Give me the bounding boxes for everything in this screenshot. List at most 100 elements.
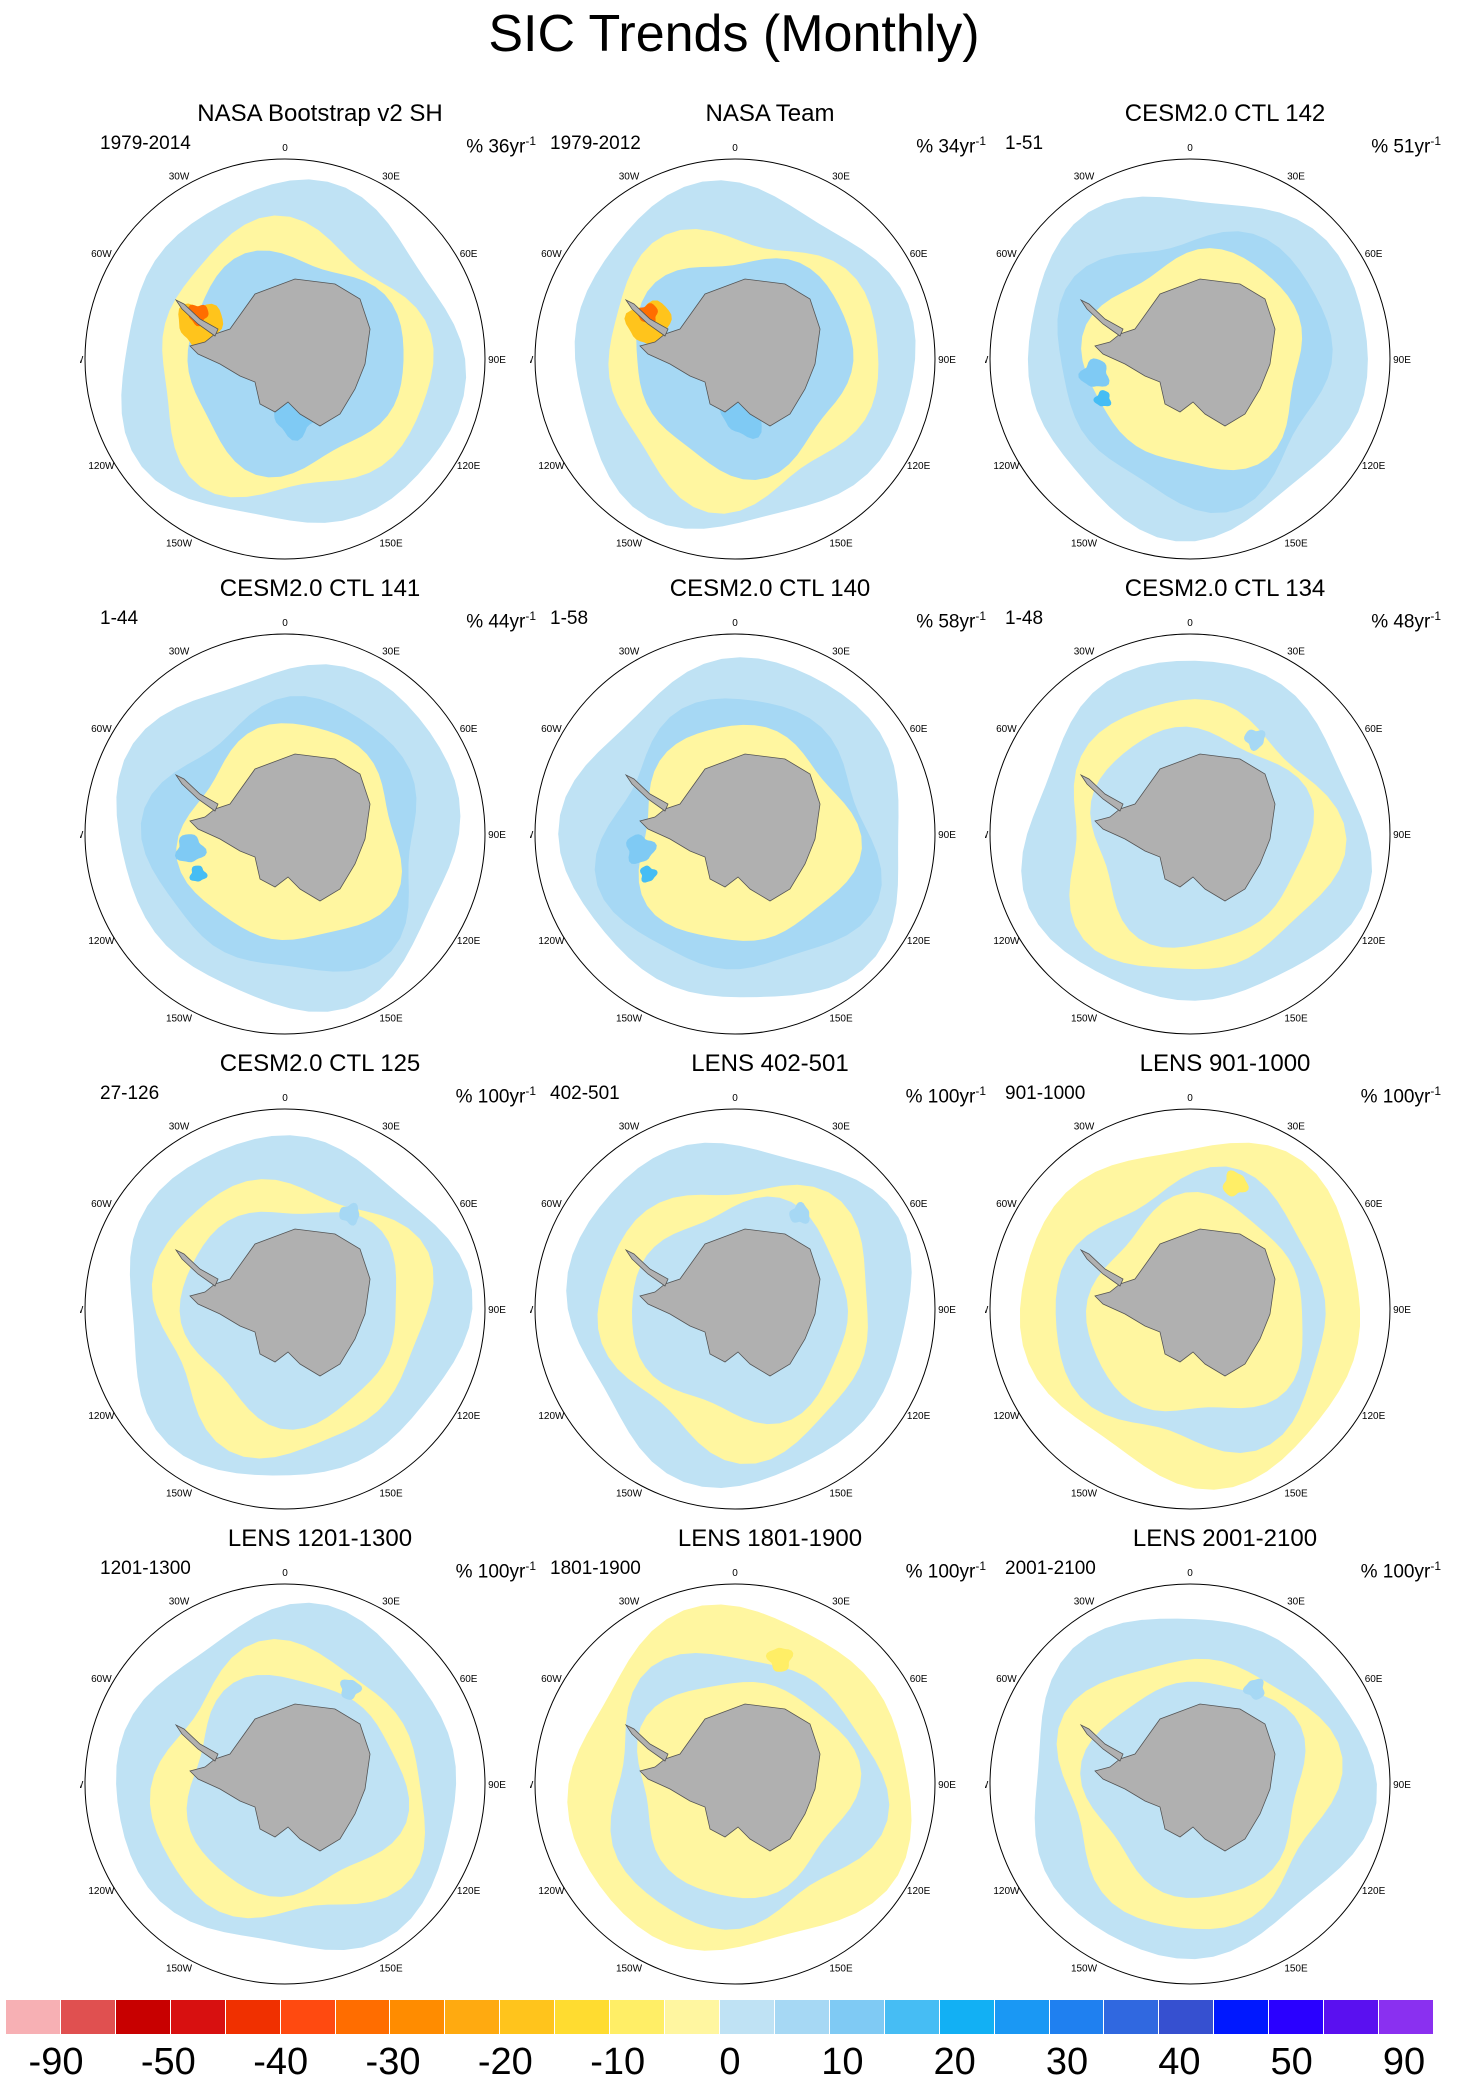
units-exponent: -1 <box>1430 1559 1441 1573</box>
colorbar-label: 20 <box>933 2041 976 2083</box>
figure-title: SIC Trends (Monthly) <box>488 5 980 63</box>
antarctic-peninsula <box>624 1723 669 1762</box>
sea-ice-field <box>1093 390 1112 407</box>
longitude-label: 90E <box>488 1780 506 1791</box>
south-america-landmass <box>994 1168 1028 1193</box>
longitude-label: 150E <box>1284 1014 1308 1025</box>
longitude-label: 0 <box>282 1093 288 1104</box>
map-boundary <box>84 633 486 1035</box>
longitude-label: 30E <box>832 646 850 657</box>
colorbar-box <box>1269 2000 1325 2034</box>
colorbar-box <box>829 2000 885 2034</box>
antarctic-peninsula <box>1079 1723 1124 1762</box>
colorbar-label: -30 <box>365 2041 421 2083</box>
panel-title: NASA Team <box>705 100 835 127</box>
antarctica-landmass <box>1094 753 1276 902</box>
panel-period: 1979-2014 <box>100 133 191 154</box>
colorbar-box <box>225 2000 281 2034</box>
colorbar-box <box>6 2000 61 2034</box>
colorbar-label: -20 <box>477 2041 533 2083</box>
longitude-label: 0 <box>1187 143 1193 154</box>
longitude-label: 120W <box>88 936 115 947</box>
units-text: % 51yr <box>1371 136 1431 158</box>
colorbar-box <box>335 2000 391 2034</box>
panel-period: 1-58 <box>550 608 589 629</box>
longitude-label: 150E <box>829 539 853 550</box>
units-text: % 100yr <box>1360 1561 1431 1583</box>
longitude-label: 90W <box>985 355 989 366</box>
longitude-label: 30E <box>1287 171 1305 182</box>
colorbar-box <box>390 2000 446 2034</box>
longitude-label: 150W <box>616 1964 643 1975</box>
longitude-label: 30E <box>382 646 400 657</box>
sea-ice-field <box>1078 358 1110 387</box>
longitude-label: 0 <box>282 143 288 154</box>
polar-map: 0 30E 60E 90E 120E 150E 180 150W 120W 90W 60W 30W <box>985 1568 1411 1993</box>
longitude-label: 150E <box>379 1014 403 1025</box>
longitude-label: 30E <box>1287 1596 1305 1607</box>
south-america-landmass <box>994 1643 1028 1668</box>
colorbar-box <box>170 2000 226 2034</box>
polar-map: 0 30E 60E 90E 120E 150E 180 150W 120W 90W 60W 30W <box>985 1093 1411 1518</box>
longitude-label: 60W <box>91 249 112 260</box>
longitude-label: 120E <box>457 1411 481 1422</box>
longitude-label: 90E <box>1393 1305 1411 1316</box>
sea-ice-field <box>1222 1170 1249 1197</box>
units-text: % 58yr <box>916 611 976 633</box>
longitude-label: 90E <box>1393 355 1411 366</box>
antarctica-landmass <box>1094 278 1276 427</box>
map-panel: CESM2.0 CTL 134 1-48 % 48yr-1 0 30E 60E 90E 120… <box>985 575 1465 1045</box>
sea-ice-field <box>789 1201 810 1224</box>
map-panel: CESM2.0 CTL 125 27-126 % 100yr-1 0 30E 60E 90E… <box>80 1050 560 1520</box>
sea-ice-field <box>188 304 209 327</box>
polar-map: 0 30E 60E 90E 120E 150E 180 150W 120W 90W 60W 30W <box>80 1568 506 1993</box>
panel-title: CESM2.0 CTL 134 <box>1124 575 1326 602</box>
units-text: % 100yr <box>905 1561 976 1583</box>
panel-period: 2001-2100 <box>1005 1558 1096 1579</box>
longitude-label: 120E <box>907 461 931 472</box>
units-exponent: -1 <box>1430 1084 1441 1098</box>
units-exponent: -1 <box>975 134 986 148</box>
sea-ice-field <box>636 303 658 326</box>
polar-map: 0 30E 60E 90E 120E 150E 180 150W 120W 90W 60W 30W <box>530 143 956 568</box>
longitude-label: 90E <box>938 355 956 366</box>
longitude-label: 90W <box>985 1780 989 1791</box>
longitude-label: 180 <box>277 567 294 568</box>
polar-map: 0 30E 60E 90E 120E 150E 180 150W 120W 90W 60W 30W <box>985 143 1411 568</box>
polar-map: 0 30E 60E 90E 120E 150E 180 150W 120W 90W 60W 30W <box>530 1568 956 1993</box>
panel-units: % 58yr-1 <box>916 601 986 637</box>
longitude-label: 60W <box>541 724 562 735</box>
units-exponent: -1 <box>975 1084 986 1098</box>
sea-ice-field <box>339 1202 360 1226</box>
longitude-label: 0 <box>732 143 738 154</box>
colorbar <box>6 2000 1434 2034</box>
longitude-label: 90E <box>488 1305 506 1316</box>
panel-period: 1-51 <box>1005 133 1044 154</box>
antarctica-landmass <box>189 1703 371 1852</box>
longitude-label: 120W <box>538 461 565 472</box>
longitude-label: 120E <box>1362 1886 1386 1897</box>
longitude-label: 120W <box>88 461 115 472</box>
longitude-label: 90W <box>80 830 84 841</box>
panel-period: 402-501 <box>550 1083 620 1104</box>
antarctic-peninsula <box>624 773 669 812</box>
longitude-label: 150E <box>829 1489 853 1500</box>
map-panel: CESM2.0 CTL 141 1-44 % 44yr-1 0 30E 60E 90E 120… <box>80 575 560 1045</box>
antarctica-landmass <box>639 1228 821 1377</box>
colorbar-label: -50 <box>140 2041 196 2083</box>
map-boundary <box>534 1583 936 1985</box>
south-america-landmass <box>89 218 123 243</box>
longitude-label: 120E <box>907 1886 931 1897</box>
map-boundary <box>989 158 1391 560</box>
longitude-label: 120E <box>1362 461 1386 472</box>
longitude-label: 30E <box>382 171 400 182</box>
map-panel: LENS 1801-1900 1801-1900 % 100yr-1 0 30E 60E 9… <box>530 1525 1010 1995</box>
longitude-label: 90W <box>80 1780 84 1791</box>
longitude-label: 90W <box>80 355 84 366</box>
colorbar-label: 50 <box>1270 2041 1313 2083</box>
antarctic-peninsula <box>1079 1248 1124 1287</box>
colorbar-box <box>1324 2000 1380 2034</box>
sea-ice-field <box>640 865 658 883</box>
sea-ice-field <box>1244 729 1266 752</box>
antarctica-landmass <box>639 753 821 902</box>
